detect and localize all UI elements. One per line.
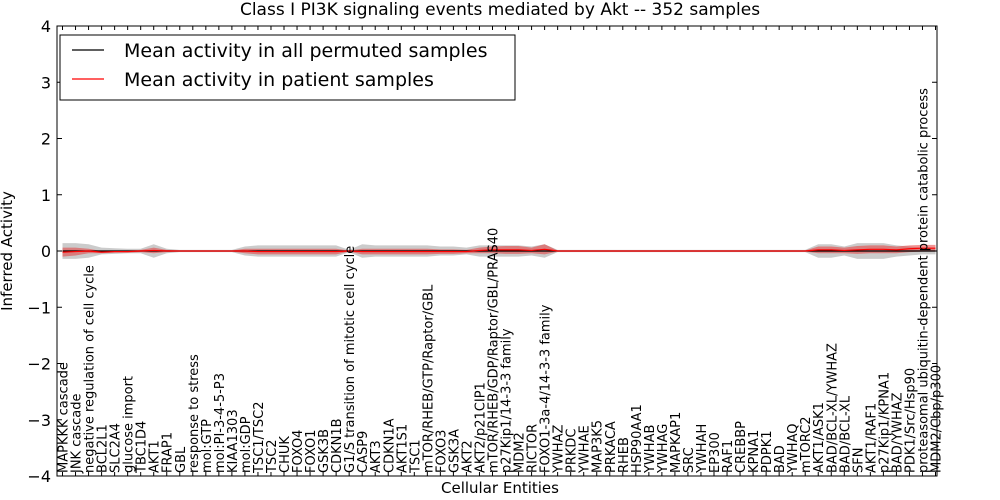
x-tick-label: RICTOR <box>526 424 541 473</box>
x-tick-label: FRAP1 <box>161 432 176 473</box>
x-tick-label: GSK3A <box>447 429 462 473</box>
y-tick-label: 0 <box>41 242 51 261</box>
x-tick-label: AKT3 <box>369 440 384 473</box>
x-tick-label: AKT1 <box>148 440 163 473</box>
x-tick-label: KPNA1 <box>747 430 762 473</box>
y-tick-label: −4 <box>27 467 51 486</box>
x-tick-label: SLC2A4 <box>109 423 124 473</box>
x-tick-label: YWHAH <box>695 424 710 474</box>
y-tick-label: 4 <box>41 17 51 36</box>
x-tick-label: BAD/BCL-XL/YWHAZ <box>825 343 840 473</box>
legend: Mean activity in all permuted samples Me… <box>59 34 516 101</box>
x-tick-label: CDKN1B <box>330 418 345 473</box>
x-tick-label: YWHAG <box>656 424 671 474</box>
x-tick-label: AKT1S1 <box>395 424 410 473</box>
x-tick-label: MAPKAP1 <box>669 412 684 473</box>
x-tick-label: mTOR/RHEB/GDP/Raptor/GBL/PRAS40 <box>486 228 501 473</box>
x-tick-label: BAD/BCL-XL <box>838 395 853 473</box>
y-tick-label: −1 <box>27 298 51 317</box>
x-tick-label: mTOR/RHEB/GTP/Raptor/GBL <box>421 284 436 473</box>
x-tick-label: response to stress <box>187 354 202 473</box>
x-tick-label: G1/S transition of mitotic cell cycle <box>343 246 358 473</box>
x-tick-label: AKT2 <box>460 440 475 473</box>
x-tick-label: YWHAZ <box>552 425 567 474</box>
x-tick-label: RAF1 <box>721 440 736 473</box>
x-tick-label: JNK cascade <box>70 394 85 474</box>
legend-box <box>59 34 516 101</box>
plot-frame <box>56 25 938 477</box>
x-tick-label: FOXO1-3a-4/14-3-3 family <box>539 304 554 473</box>
x-tick-label: TSC1 <box>408 439 423 474</box>
series-line-patient <box>62 247 936 253</box>
y-tick-label: 2 <box>41 130 51 149</box>
x-tick-label: FOXO3 <box>434 430 449 473</box>
x-tick-label: SFN <box>851 448 866 473</box>
y-axis-ticks: −4 −3 −2 −1 0 1 2 3 4 <box>27 17 937 486</box>
x-tick-label: glucose import <box>122 376 137 473</box>
x-tick-label: proteasomal ubiquitin-dependent protein … <box>916 88 931 473</box>
x-tick-label: EP300 <box>708 432 723 473</box>
x-tick-label: GBL <box>174 446 189 473</box>
x-tick-label: negative regulation of cell cycle <box>83 265 98 473</box>
legend-label-permuted: Mean activity in all permuted samples <box>124 40 487 62</box>
x-tick-label: CDKN1A <box>382 418 397 473</box>
x-tick-label: mol:PI-3-4-5-P3 <box>213 373 228 473</box>
x-tick-label: KIAA1303 <box>226 409 241 473</box>
x-tick-label: CREBBP <box>734 421 749 473</box>
chart-title: Class I PI3K signaling events mediated b… <box>240 0 760 20</box>
x-tick-label: AKT1/RAF1 <box>864 403 879 473</box>
x-tick-label: PRKDC <box>565 429 580 473</box>
x-axis-label: Cellular Entities <box>441 479 559 497</box>
series-lines <box>62 247 936 253</box>
x-tick-label: PDK1/Src/Hsp90 <box>903 368 918 473</box>
x-tick-label: BAD <box>773 445 788 473</box>
x-tick-label: SRC <box>682 447 697 473</box>
x-tick-label: mol:GTP <box>200 419 215 473</box>
x-tick-label: BCL2L1 <box>96 424 111 473</box>
x-tick-label: MAPKKK cascade <box>57 362 72 473</box>
x-tick-label: p27Kip1/KPNA1 <box>877 372 892 473</box>
x-tick-label: p27Kip1/14-3-3 family <box>500 328 515 473</box>
x-tick-label: HSP90AA1 <box>630 404 645 473</box>
x-tick-label: TSC1/TSC2 <box>252 402 267 474</box>
x-tick-label: TBC1D4 <box>135 421 150 474</box>
x-tick-label: TSC2 <box>265 439 280 474</box>
x-tick-label: MAP3K5 <box>591 420 606 473</box>
x-tick-label: YWHAQ <box>786 424 801 474</box>
x-tick-label: PRKACA <box>604 421 619 473</box>
x-tick-label: FOXO1 <box>304 430 319 473</box>
y-tick-label: 3 <box>41 73 51 92</box>
y-tick-label: −2 <box>27 355 51 374</box>
x-tick-label: AKT1/ASK1 <box>812 402 827 473</box>
x-tick-label: AKT2/p21CIP1 <box>473 382 488 473</box>
x-tick-label: GSK3B <box>317 429 332 473</box>
x-tick-label: CASP9 <box>356 431 371 473</box>
x-tick-label: MDM2 <box>513 432 528 473</box>
y-tick-label: 1 <box>41 186 51 205</box>
legend-label-patient: Mean activity in patient samples <box>124 69 434 91</box>
x-tick-label: PDPK1 <box>760 431 775 474</box>
y-tick-label: −3 <box>27 411 51 430</box>
x-tick-label: mTORC2 <box>799 416 814 473</box>
x-tick-label: YWHAB <box>643 425 658 474</box>
x-tick-label: RHEB <box>617 437 632 473</box>
x-tick-label: FOXO4 <box>291 430 306 473</box>
x-tick-label: YWHAE <box>578 425 593 474</box>
x-tick-label: BAD/YWHAZ <box>890 392 905 473</box>
y-axis-label: Inferred Activity <box>0 191 16 311</box>
x-tick-label: mol:GDP <box>239 416 254 473</box>
x-tick-label: CHUK <box>278 436 293 473</box>
